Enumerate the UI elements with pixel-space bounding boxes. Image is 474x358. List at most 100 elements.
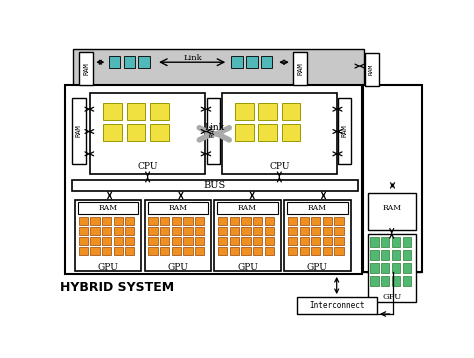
Text: CPU: CPU bbox=[137, 162, 158, 171]
Bar bbox=[80, 52, 93, 84]
Bar bbox=[102, 227, 111, 235]
Bar bbox=[370, 276, 379, 286]
Bar bbox=[183, 227, 192, 235]
Bar bbox=[214, 200, 281, 271]
Bar bbox=[90, 227, 100, 235]
Bar bbox=[288, 217, 297, 225]
Text: RAM: RAM bbox=[210, 124, 216, 137]
Bar bbox=[150, 124, 169, 141]
Bar bbox=[78, 202, 138, 214]
Bar bbox=[75, 200, 141, 271]
Bar bbox=[218, 202, 278, 214]
Text: GPU: GPU bbox=[167, 262, 188, 271]
Bar bbox=[218, 247, 228, 255]
Text: RAM: RAM bbox=[238, 204, 257, 212]
Bar bbox=[125, 217, 135, 225]
Bar bbox=[402, 237, 411, 247]
Bar bbox=[392, 276, 400, 286]
Text: GPU: GPU bbox=[237, 262, 258, 271]
Bar bbox=[392, 237, 400, 247]
Bar bbox=[381, 250, 390, 260]
Text: Link: Link bbox=[204, 123, 224, 132]
Bar bbox=[195, 237, 204, 245]
Bar bbox=[264, 247, 274, 255]
Bar bbox=[231, 56, 243, 68]
Text: Interconnect: Interconnect bbox=[309, 301, 365, 310]
Bar bbox=[90, 217, 100, 225]
Bar bbox=[258, 124, 277, 141]
Bar bbox=[230, 237, 239, 245]
Bar bbox=[125, 247, 135, 255]
Bar bbox=[150, 103, 169, 120]
Bar bbox=[183, 217, 192, 225]
Bar bbox=[253, 217, 262, 225]
Bar bbox=[235, 124, 254, 141]
Bar bbox=[288, 237, 297, 245]
Bar bbox=[323, 217, 332, 225]
Bar bbox=[102, 217, 111, 225]
Bar bbox=[230, 227, 239, 235]
Bar bbox=[300, 217, 309, 225]
Bar bbox=[195, 217, 204, 225]
Bar bbox=[282, 124, 300, 141]
Bar bbox=[241, 247, 251, 255]
Bar bbox=[90, 237, 100, 245]
Bar bbox=[288, 227, 297, 235]
Text: HYBRID SYSTEM: HYBRID SYSTEM bbox=[60, 281, 174, 294]
Text: Link: Link bbox=[183, 54, 202, 62]
Bar bbox=[183, 247, 192, 255]
Bar bbox=[392, 250, 400, 260]
Text: RAM: RAM bbox=[76, 124, 82, 137]
Bar bbox=[365, 53, 379, 86]
Bar bbox=[113, 237, 123, 245]
Bar bbox=[300, 227, 309, 235]
Bar bbox=[148, 247, 158, 255]
Bar bbox=[138, 56, 150, 68]
Bar bbox=[124, 56, 135, 68]
Bar bbox=[288, 247, 297, 255]
Bar bbox=[284, 200, 351, 271]
Bar bbox=[65, 85, 362, 274]
Bar bbox=[113, 217, 123, 225]
Bar bbox=[160, 217, 169, 225]
Bar bbox=[109, 56, 120, 68]
Bar bbox=[195, 247, 204, 255]
Bar bbox=[363, 85, 422, 272]
Bar bbox=[73, 49, 364, 88]
Bar bbox=[73, 89, 364, 272]
Bar bbox=[293, 52, 307, 84]
Text: RAM: RAM bbox=[308, 204, 327, 212]
Bar bbox=[90, 247, 100, 255]
Bar bbox=[311, 237, 320, 245]
Bar bbox=[79, 217, 88, 225]
Bar bbox=[241, 217, 251, 225]
Bar bbox=[172, 227, 181, 235]
Bar bbox=[264, 217, 274, 225]
Bar bbox=[207, 98, 219, 164]
Text: GPU: GPU bbox=[382, 293, 401, 301]
Bar bbox=[381, 237, 390, 247]
Bar bbox=[334, 247, 344, 255]
Bar bbox=[160, 247, 169, 255]
Text: CPU: CPU bbox=[269, 162, 290, 171]
Bar bbox=[300, 247, 309, 255]
Bar bbox=[79, 247, 88, 255]
Bar bbox=[368, 234, 416, 302]
Bar bbox=[113, 227, 123, 235]
Bar bbox=[323, 237, 332, 245]
Bar bbox=[218, 217, 228, 225]
Bar bbox=[365, 89, 421, 272]
Bar bbox=[253, 227, 262, 235]
Bar bbox=[370, 250, 379, 260]
Bar bbox=[370, 237, 379, 247]
Bar bbox=[258, 103, 277, 120]
Bar bbox=[172, 217, 181, 225]
Text: GPU: GPU bbox=[307, 262, 328, 271]
Bar bbox=[148, 217, 158, 225]
Bar bbox=[125, 237, 135, 245]
Bar bbox=[392, 263, 400, 273]
Bar bbox=[402, 276, 411, 286]
Bar bbox=[127, 103, 145, 120]
Bar bbox=[172, 237, 181, 245]
Bar bbox=[402, 250, 411, 260]
